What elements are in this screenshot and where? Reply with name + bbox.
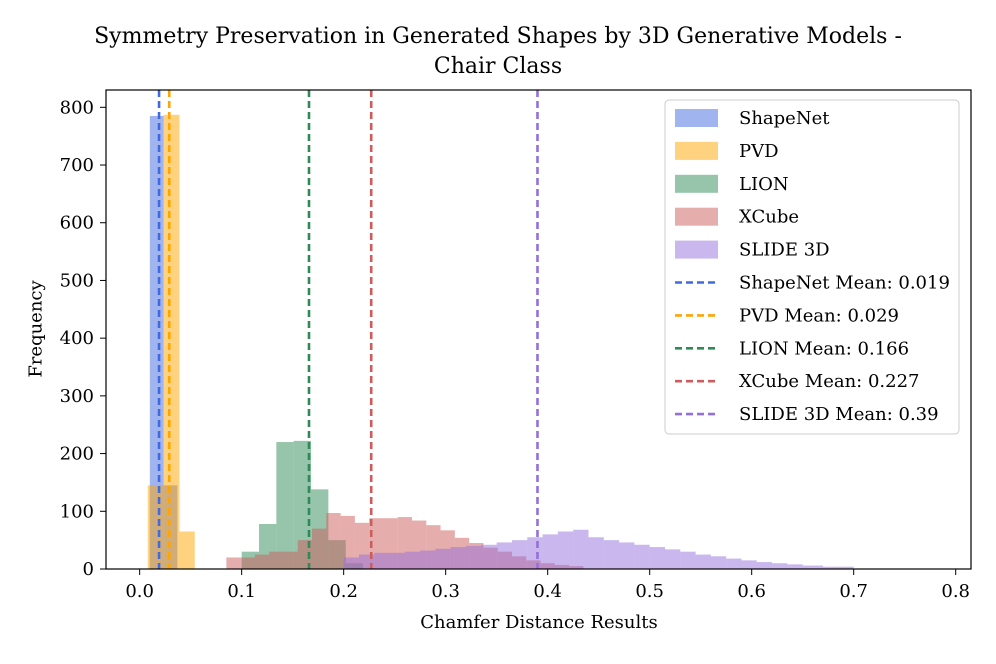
- y-tick-label: 400: [60, 328, 94, 349]
- x-tick-label: 0.3: [431, 581, 460, 602]
- x-axis-ticks: 0.0 0.1 0.2 0.3 0.4 0.5 0.6 0.7 0.8: [125, 569, 970, 602]
- chart-title-line-1: Symmetry Preservation in Generated Shape…: [94, 24, 902, 49]
- legend: ShapeNet PVD LION XCube SLIDE 3D ShapeNet Mea…: [664, 99, 960, 435]
- y-tick-label: 100: [60, 501, 94, 522]
- bar-xcube-3: [269, 551, 284, 569]
- legend-swatch-shapenet: [675, 109, 718, 127]
- bar-slide-3d-3: [389, 552, 405, 569]
- legend-label: ShapeNet Mean: 0.019: [739, 273, 950, 294]
- bar-slide-3d-24: [710, 556, 727, 569]
- bar-pvd-0: [147, 485, 164, 569]
- bar-slide-3d-12: [527, 537, 543, 569]
- y-tick-label: 300: [60, 386, 94, 407]
- legend-swatch-xcube: [675, 207, 718, 226]
- legend-label: ShapeNet: [739, 108, 830, 129]
- bar-slide-3d-17: [603, 540, 620, 569]
- bar-xcube-1: [240, 557, 255, 569]
- legend-label: XCube: [739, 207, 799, 228]
- bar-slide-3d-6: [435, 548, 451, 569]
- mean-lines: [157, 90, 539, 569]
- x-tick-label: 0.6: [737, 581, 766, 602]
- bar-slide-3d-20: [649, 547, 665, 569]
- legend-label: SLIDE 3D: [739, 240, 830, 261]
- bar-slide-3d-28: [772, 563, 788, 569]
- x-tick-label: 0.5: [635, 581, 664, 602]
- x-tick-label: 0.7: [839, 581, 868, 602]
- legend-label: LION Mean: 0.166: [739, 338, 909, 359]
- bar-lion-3: [293, 440, 312, 569]
- legend-label: SLIDE 3D Mean: 0.39: [739, 404, 939, 425]
- bar-slide-3d-22: [680, 551, 696, 569]
- y-tick-label: 600: [60, 213, 94, 234]
- y-tick-label: 0: [83, 559, 94, 580]
- bar-slide-3d-27: [756, 562, 773, 569]
- bar-slide-3d-4: [404, 551, 421, 569]
- histogram-bars: [147, 114, 854, 569]
- bar-slide-3d-16: [588, 537, 604, 569]
- legend-swatch-lion: [675, 174, 718, 193]
- bar-xcube-0: [226, 557, 241, 569]
- bar-slide-3d-5: [420, 550, 436, 569]
- bar-slide-3d-29: [787, 564, 803, 569]
- bar-slide-3d-14: [557, 531, 574, 569]
- bar-pvd-2: [179, 531, 195, 569]
- bar-slide-3d-8: [466, 545, 482, 569]
- bar-slide-3d-21: [664, 549, 681, 569]
- y-axis-label: Frequency: [25, 280, 47, 378]
- x-tick-label: 0.1: [227, 581, 256, 602]
- bar-slide-3d-15: [573, 529, 589, 569]
- legend-box: [664, 99, 960, 435]
- bar-lion-2: [276, 442, 294, 569]
- x-tick-label: 0.4: [533, 581, 562, 602]
- x-tick-label: 0.8: [941, 581, 970, 602]
- chart-title-line-2: Chair Class: [433, 54, 563, 79]
- bar-slide-3d-7: [450, 547, 467, 569]
- x-axis-label: Chamfer Distance Results: [420, 612, 658, 633]
- bar-slide-3d-2: [374, 552, 390, 569]
- y-tick-label: 200: [60, 444, 94, 465]
- bar-xcube-6: [312, 528, 327, 569]
- bar-slide-3d-18: [619, 542, 635, 569]
- bar-slide-3d-23: [695, 554, 711, 569]
- legend-label: LION: [739, 174, 789, 195]
- bar-xcube-2: [254, 554, 270, 569]
- y-tick-label: 500: [60, 270, 94, 291]
- bar-slide-3d-31: [823, 566, 854, 569]
- bar-slide-3d-19: [634, 544, 650, 569]
- legend-label: XCube Mean: 0.227: [739, 371, 919, 392]
- x-tick-label: 0.0: [125, 581, 154, 602]
- plot-frame: [105, 89, 972, 570]
- bar-pvd-1: [163, 114, 180, 569]
- legend-label: PVD: [739, 141, 779, 162]
- bar-slide-3d-0: [343, 557, 359, 569]
- bar-xcube-8: [340, 515, 355, 569]
- legend-label: PVD Mean: 0.029: [739, 305, 899, 326]
- y-tick-label: 800: [60, 97, 94, 118]
- bar-slide-3d-13: [542, 534, 558, 569]
- y-tick-label: 700: [60, 155, 94, 176]
- bar-slide-3d-30: [802, 565, 824, 569]
- y-axis-ticks: 0 100 200 300 400 500 600 700 800: [60, 97, 106, 580]
- bar-xcube-7: [326, 513, 341, 569]
- x-tick-label: 0.2: [329, 581, 358, 602]
- bar-slide-3d-11: [511, 540, 528, 569]
- bar-xcube-4: [283, 551, 298, 569]
- bar-slide-3d-25: [726, 558, 742, 569]
- legend-swatch-slide-3d: [675, 240, 718, 259]
- bar-slide-3d-26: [741, 560, 757, 569]
- bar-slide-3d-9: [481, 544, 497, 569]
- legend-swatch-pvd: [675, 141, 718, 160]
- bar-slide-3d-10: [496, 542, 512, 569]
